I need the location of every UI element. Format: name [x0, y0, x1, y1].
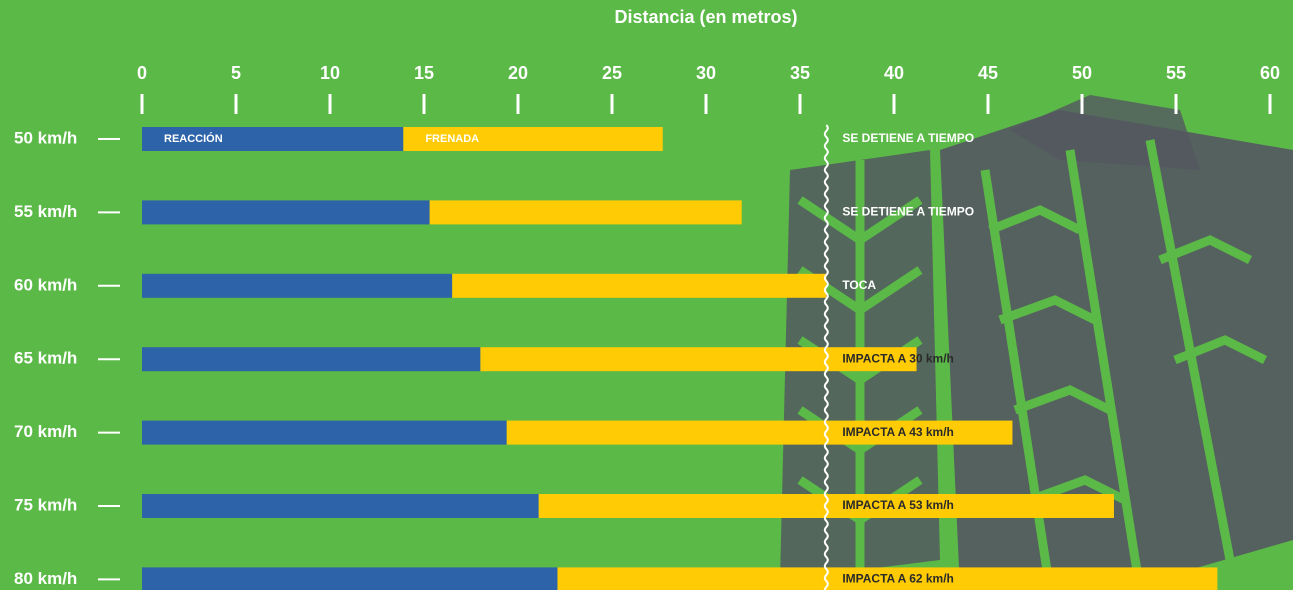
x-tick-label: 60	[1260, 63, 1280, 83]
bar-segment	[142, 347, 480, 371]
category-label: 50 km/h	[14, 128, 77, 147]
x-tick-label: 45	[978, 63, 998, 83]
x-tick-label: 30	[696, 63, 716, 83]
x-tick-label: 15	[414, 63, 434, 83]
chart: Distancia (en metros) 0 5 10 15 20 25 30 35 40 45…	[0, 0, 1293, 590]
annotation: IMPACTA A 62 km/h	[842, 572, 954, 586]
x-tick-label: 55	[1166, 63, 1186, 83]
annotation: IMPACTA A 43 km/h	[842, 425, 954, 439]
series-label: FRENADA	[425, 133, 479, 145]
annotation: SE DETIENE A TIEMPO	[842, 131, 974, 145]
annotation: IMPACTA A 30 km/h	[842, 351, 954, 365]
bar-segment	[142, 494, 539, 518]
bar-segment	[142, 274, 452, 298]
annotation: SE DETIENE A TIEMPO	[842, 205, 974, 219]
annotation: IMPACTA A 53 km/h	[842, 498, 954, 512]
bar-segment	[142, 421, 507, 445]
bar-segment	[142, 567, 557, 590]
chart-title: Distancia (en metros)	[614, 7, 797, 27]
category-label: 75 km/h	[14, 495, 77, 514]
x-tick-label: 50	[1072, 63, 1092, 83]
x-tick-label: 5	[231, 63, 241, 83]
bar-segment	[452, 274, 826, 298]
category-label: 80 km/h	[14, 569, 77, 588]
x-tick-label: 35	[790, 63, 810, 83]
series-label: REACCIÓN	[164, 132, 223, 145]
bar-segment	[142, 200, 430, 224]
page: Distancia (en metros) 0 5 10 15 20 25 30 35 40 45…	[0, 0, 1293, 590]
x-tick-label: 10	[320, 63, 340, 83]
category-label: 70 km/h	[14, 422, 77, 441]
x-tick-label: 40	[884, 63, 904, 83]
x-tick-label: 20	[508, 63, 528, 83]
category-label: 55 km/h	[14, 202, 77, 221]
bar-segment	[430, 200, 742, 224]
x-tick-label: 0	[137, 63, 147, 83]
category-label: 60 km/h	[14, 275, 77, 294]
annotation: TOCA	[842, 278, 876, 292]
x-tick-label: 25	[602, 63, 622, 83]
category-label: 65 km/h	[14, 349, 77, 368]
